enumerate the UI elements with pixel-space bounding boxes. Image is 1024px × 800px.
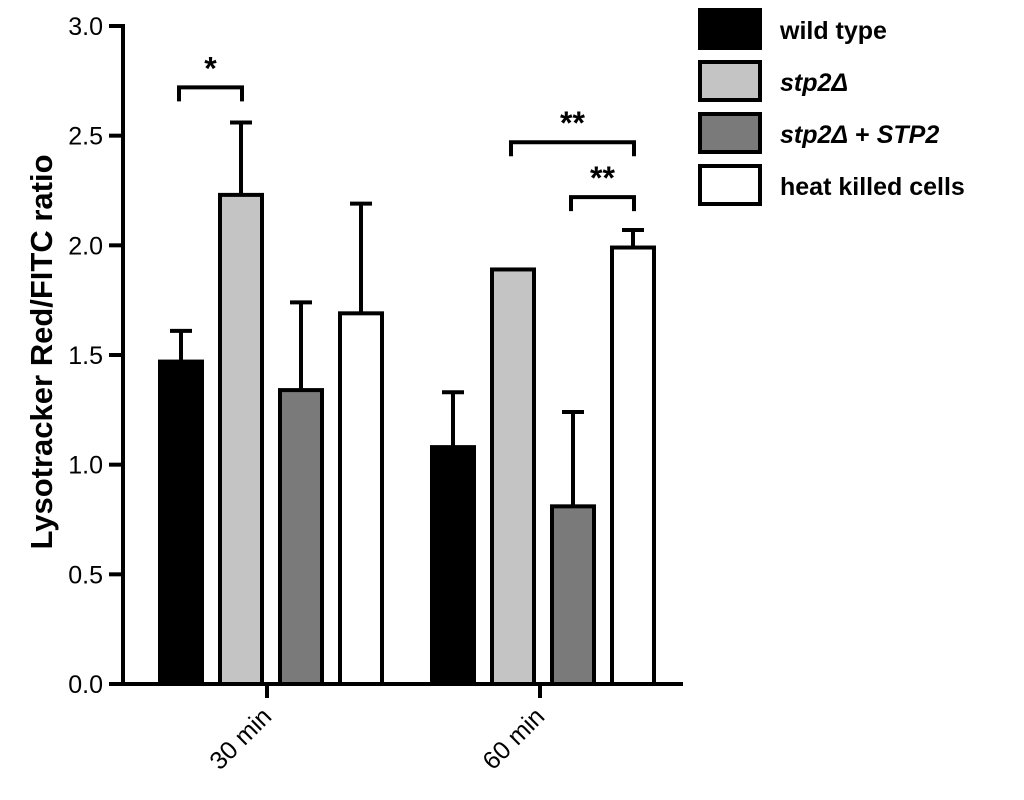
bar bbox=[218, 192, 264, 687]
significance-brackets: ***** bbox=[177, 50, 636, 212]
y-tick-label: 0.0 bbox=[68, 671, 103, 699]
bar bbox=[490, 267, 536, 686]
legend-swatch bbox=[698, 60, 762, 102]
bar bbox=[550, 504, 596, 686]
significance-bracket bbox=[509, 140, 636, 157]
bars bbox=[158, 120, 656, 687]
significance-bracket bbox=[177, 85, 244, 102]
bar bbox=[278, 388, 324, 686]
x-tick-label: 60 min bbox=[477, 702, 550, 775]
legend-swatch bbox=[698, 8, 762, 50]
y-axis: 0.0 0.5 1.0 1.5 2.0 2.5 3.0 bbox=[68, 13, 125, 699]
legend-label-part: + bbox=[848, 121, 877, 149]
bar bbox=[338, 311, 384, 686]
significance-label: ** bbox=[590, 160, 615, 196]
legend-label: wild type bbox=[779, 17, 887, 45]
significance-label: ** bbox=[560, 105, 585, 141]
x-tick-label: 30 min bbox=[204, 702, 277, 775]
bar bbox=[610, 245, 656, 686]
legend-label-part: wild type bbox=[779, 17, 887, 45]
legend-label: heat killed cells bbox=[780, 173, 965, 201]
bar bbox=[430, 445, 476, 686]
y-tick-label: 3.0 bbox=[68, 13, 103, 41]
y-tick-label: 1.0 bbox=[68, 452, 103, 480]
legend-label-part: heat killed cells bbox=[780, 173, 965, 201]
significance-label: * bbox=[204, 50, 217, 86]
x-axis: 30 min 60 min bbox=[121, 682, 683, 775]
legend-label: stp2Δ + STP2 bbox=[780, 121, 939, 149]
legend-label-part: STP2 bbox=[877, 121, 940, 149]
legend-label-part: stp2Δ bbox=[780, 121, 848, 149]
legend-swatch bbox=[698, 112, 762, 154]
y-tick-label: 2.0 bbox=[68, 232, 103, 260]
legend-swatch bbox=[698, 164, 762, 206]
y-tick-label: 1.5 bbox=[68, 342, 103, 370]
legend-label-part: stp2Δ bbox=[780, 69, 848, 97]
significance-bracket bbox=[569, 195, 636, 212]
y-axis-label: Lysotracker Red/FITC ratio bbox=[24, 154, 59, 549]
y-tick-label: 0.5 bbox=[68, 561, 103, 589]
bar bbox=[158, 359, 204, 686]
legend-label: stp2Δ bbox=[780, 69, 848, 97]
y-tick-label: 2.5 bbox=[68, 123, 103, 151]
